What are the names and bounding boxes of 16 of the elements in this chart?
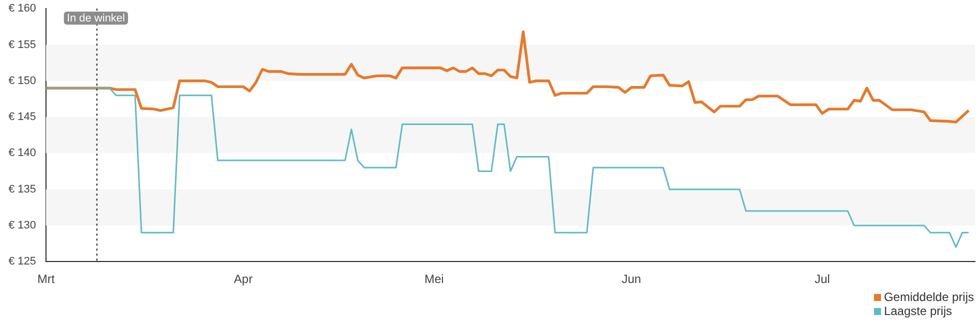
x-tick-label: Jun [622, 272, 642, 286]
y-tick-label: € 130 [8, 219, 36, 232]
x-tick-label: Jul [814, 272, 830, 286]
y-tick-label: € 155 [8, 38, 36, 51]
x-tick-label: Apr [234, 272, 253, 286]
ref-line-label: In de winkel [66, 12, 125, 25]
y-tick-label: € 160 [8, 2, 36, 15]
y-tick-label: € 140 [8, 147, 36, 160]
legend-label: Gemiddelde prijs [884, 290, 974, 304]
x-tick-label: Mei [424, 272, 444, 286]
y-tick-label: € 150 [8, 74, 36, 87]
legend-label: Laagste prijs [884, 304, 952, 318]
x-tick-label: Mrt [37, 272, 56, 286]
y-tick-label: € 125 [8, 256, 36, 268]
y-tick-label: € 145 [8, 111, 36, 124]
y-tick-label: € 135 [8, 183, 36, 196]
